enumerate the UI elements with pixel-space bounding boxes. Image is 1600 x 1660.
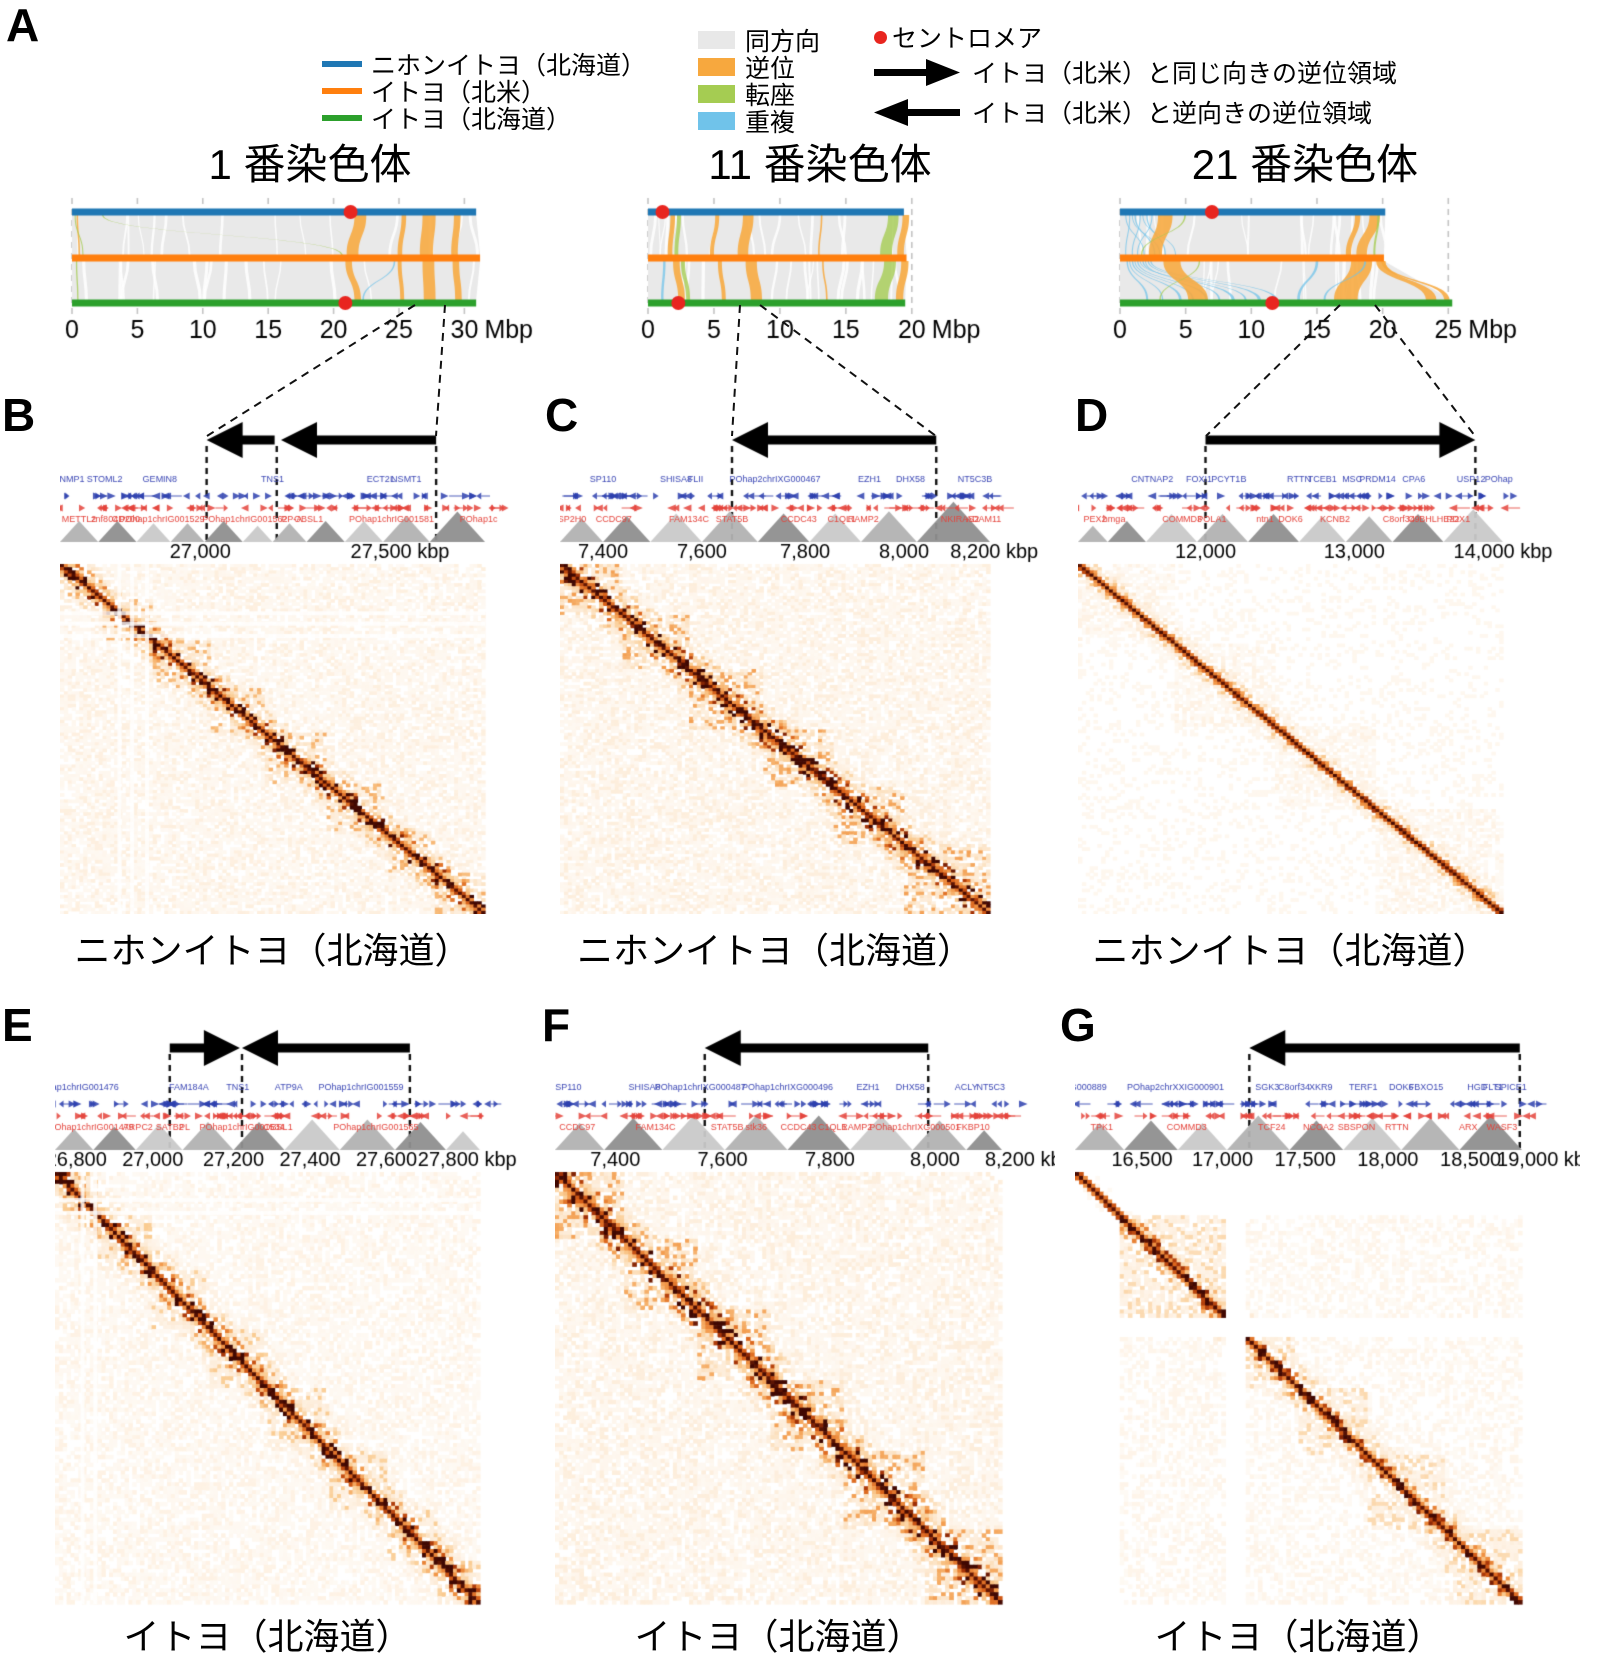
legend-species: ニホンイトヨ（北海道） イトヨ（北米） イトヨ（北海道）: [322, 50, 646, 134]
legend-category-row: 重複: [698, 107, 820, 137]
arrow-right-label: イトヨ（北米）と同じ向きの逆位領域: [972, 60, 1398, 88]
caption-g: イトヨ（北海道）: [1154, 1616, 1443, 1657]
legend-species-row: イトヨ（北海道）: [322, 104, 646, 134]
legend-arrow-right-row: イトヨ（北米）と同じ向きの逆位領域: [874, 52, 1397, 92]
hic-map-e: [55, 1008, 530, 1606]
species-label: イトヨ（北海道）: [371, 105, 572, 134]
hic-map-c: [560, 400, 1045, 914]
legend-arrow-left-row: イトヨ（北米）と逆向きの逆位領域: [874, 92, 1397, 132]
synteny-panel-chr1: 1 番染色体: [55, 140, 565, 345]
caption-d: ニホンイトヨ（北海道）: [1092, 930, 1489, 971]
legend-categories: 同方向 逆位 転座 重複: [698, 26, 820, 137]
category-label: 逆位: [745, 54, 796, 83]
species-line-swatch: [322, 114, 362, 121]
hic-panel-f: [555, 1008, 1055, 1606]
hic-map-d: [1078, 400, 1553, 914]
legend-species-row: イトヨ（北米）: [322, 77, 646, 107]
category-label: 転座: [745, 81, 796, 110]
panel-label-b: B: [2, 389, 36, 441]
legend-category-row: 逆位: [698, 53, 820, 83]
synteny-title-chr1: 1 番染色体: [208, 141, 412, 188]
caption-e: イトヨ（北海道）: [123, 1616, 412, 1657]
category-label: 重複: [745, 108, 796, 137]
synteny-plot-chr11: [620, 190, 1020, 345]
caption-b: ニホンイトヨ（北海道）: [74, 930, 471, 971]
category-swatch: [698, 30, 735, 49]
centromere-dot-icon: [874, 30, 887, 44]
species-label: ニホンイトヨ（北海道）: [371, 51, 647, 80]
caption-c: ニホンイトヨ（北海道）: [576, 930, 973, 971]
hic-panel-c: [560, 400, 1045, 914]
category-swatch: [698, 111, 735, 130]
legend-centromere-row: セントロメア: [874, 22, 1397, 53]
arrow-left-label: イトヨ（北米）と逆向きの逆位領域: [972, 100, 1373, 128]
centromere-label: セントロメア: [892, 25, 1043, 53]
hic-map-g: [1075, 1008, 1580, 1606]
species-label: イトヨ（北米）: [371, 78, 547, 107]
hic-panel-e: [55, 1008, 530, 1606]
legend-marks: セントロメア イトヨ（北米）と同じ向きの逆位領域 イトヨ（北米）と逆向きの逆位領…: [874, 22, 1397, 132]
caption-f: イトヨ（北海道）: [634, 1616, 923, 1657]
species-line-swatch: [322, 60, 362, 67]
synteny-panel-chr11: 11 番染色体: [620, 140, 1020, 345]
synteny-panel-chr21: 21 番染色体: [1090, 140, 1520, 345]
synteny-plot-chr1: [55, 190, 565, 345]
category-swatch: [698, 84, 735, 103]
hic-panel-b: [60, 400, 535, 914]
synteny-title-chr21: 21 番染色体: [1191, 141, 1419, 188]
hic-panel-d: [1078, 400, 1553, 914]
synteny-title-chr11: 11 番染色体: [708, 141, 932, 188]
category-label: 同方向: [745, 27, 821, 56]
hic-map-b: [60, 400, 535, 914]
species-line-swatch: [322, 87, 362, 94]
arrow-left-icon: [874, 99, 960, 126]
legend-category-row: 転座: [698, 80, 820, 110]
arrow-right-icon: [874, 59, 960, 86]
legend-species-row: ニホンイトヨ（北海道）: [322, 50, 646, 80]
hic-panel-g: [1075, 1008, 1580, 1606]
panel-label-e: E: [2, 999, 33, 1051]
synteny-plot-chr21: [1090, 190, 1520, 345]
category-swatch: [698, 57, 735, 76]
hic-map-f: [555, 1008, 1055, 1606]
panel-label-a: A: [6, 0, 40, 51]
legend-category-row: 同方向: [698, 26, 820, 56]
